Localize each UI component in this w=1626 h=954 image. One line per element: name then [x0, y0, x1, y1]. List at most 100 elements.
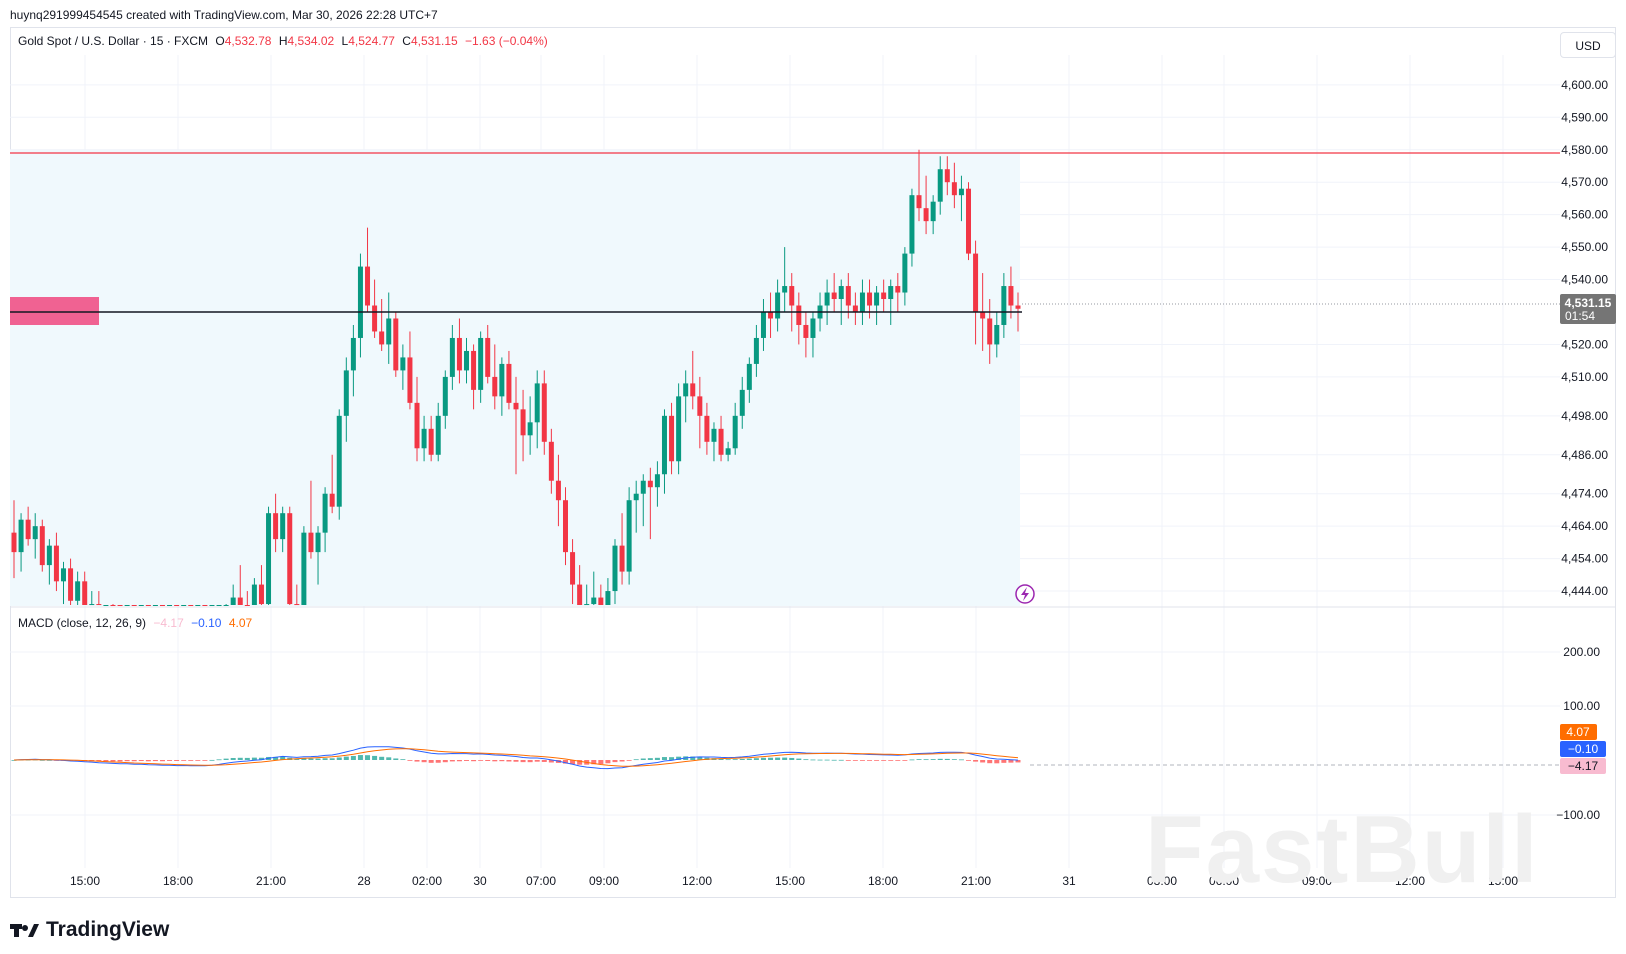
macd-histogram-bar	[944, 758, 950, 760]
candle	[725, 441, 731, 462]
price-tick-label: 4,520.00	[1561, 337, 1608, 351]
price-tick-label: 4,590.00	[1561, 110, 1608, 124]
macd-histogram-bar	[223, 758, 229, 760]
macd-histogram-bar	[329, 758, 335, 760]
macd-histogram-bar	[209, 759, 215, 761]
macd-histogram-bar	[831, 759, 837, 761]
candle	[902, 247, 908, 306]
candle	[562, 487, 568, 566]
macd-histogram-bar	[640, 758, 646, 760]
candle	[570, 539, 576, 605]
high-label: H	[278, 34, 288, 48]
candle	[110, 604, 116, 606]
symbol-legend[interactable]: Gold Spot / U.S. Dollar · 15 · FXCM O4,5…	[18, 34, 548, 48]
candle	[407, 331, 413, 410]
macd-histogram-bar	[110, 760, 116, 762]
macd-signal-value: 4.07	[228, 616, 253, 630]
candle	[584, 584, 590, 606]
candle	[768, 292, 774, 338]
macd-histogram-bar	[958, 759, 964, 761]
candle	[39, 519, 45, 572]
candle	[46, 539, 52, 585]
price-tick-label: 4,570.00	[1561, 175, 1608, 189]
macd-histogram-bar	[46, 759, 52, 761]
macd-histogram-bar	[372, 755, 378, 760]
candle	[669, 402, 675, 475]
candle	[301, 526, 307, 605]
macd-histogram-bar	[308, 758, 314, 760]
macd-histogram-bar	[159, 760, 165, 762]
macd-histogram-bar	[131, 760, 137, 762]
candle	[852, 292, 858, 325]
macd-histogram-bar	[11, 760, 17, 761]
candle	[428, 415, 434, 462]
price-tick-label: 4,486.00	[1561, 448, 1608, 462]
macd-histogram-bar	[725, 759, 731, 761]
macd-histogram-bar	[188, 760, 194, 761]
macd-histogram-bar	[619, 760, 625, 762]
price-tick-label: 4,600.00	[1561, 78, 1608, 92]
macd-histogram-bar	[244, 757, 250, 760]
macd-histogram-bar	[195, 760, 201, 761]
tradingview-logo-icon	[10, 922, 40, 938]
macd-legend[interactable]: MACD (close, 12, 26, 9) −4.17 −0.10 4.07	[18, 616, 252, 630]
footer-brand[interactable]: TradingView	[10, 918, 169, 942]
candle	[690, 350, 696, 410]
signal-line	[13, 748, 1019, 767]
macd-histogram-bar	[315, 758, 321, 760]
macd-histogram-bar	[987, 760, 993, 764]
candle	[60, 561, 66, 605]
candle	[216, 605, 222, 606]
candle	[591, 571, 597, 605]
candle	[350, 324, 356, 397]
candle	[633, 480, 639, 533]
macd-tick-label: −100.00	[1556, 808, 1600, 822]
candle	[520, 389, 526, 462]
macd-histogram-bar	[449, 760, 455, 762]
macd-histogram-bar	[428, 760, 434, 763]
time-tick-label: 07:00	[526, 874, 556, 888]
candle	[966, 182, 972, 261]
candle	[845, 273, 851, 319]
candle	[75, 571, 81, 605]
macd-histogram-bar	[909, 759, 915, 761]
candle	[810, 312, 816, 358]
macd-histogram-bar	[167, 760, 173, 761]
time-tick-label: 03:00	[1147, 874, 1177, 888]
macd-histogram-bar	[732, 759, 738, 761]
time-tick-label: 12:00	[1395, 874, 1425, 888]
time-tick-label: 18:00	[163, 874, 193, 888]
candle	[230, 584, 236, 605]
macd-histogram-bar	[598, 760, 604, 764]
candle	[824, 279, 830, 325]
candle	[400, 344, 406, 390]
price-tick-label: 4,464.00	[1561, 519, 1608, 533]
macd-pane	[11, 746, 1021, 770]
macd-histogram-bar	[902, 760, 908, 761]
macd-histogram-bar	[548, 760, 554, 763]
time-tick-label: 15:00	[70, 874, 100, 888]
macd-histogram-bar	[881, 760, 887, 761]
macd-histogram-bar	[357, 755, 363, 760]
candle	[357, 253, 363, 358]
currency-button[interactable]: USD	[1560, 32, 1616, 58]
macd-histogram-bar	[775, 757, 781, 760]
candle	[287, 506, 293, 605]
candle	[640, 474, 646, 527]
macd-histogram-bar	[980, 760, 986, 763]
macd-histogram-value: −4.17	[153, 616, 184, 630]
macd-histogram-bar	[1008, 760, 1014, 763]
candle	[895, 273, 901, 312]
macd-badge-histogram: −4.17	[1568, 759, 1599, 773]
macd-histogram-bar	[117, 760, 123, 762]
candle	[103, 605, 109, 606]
candle	[471, 344, 477, 410]
open-value: 4,532.78	[224, 34, 272, 48]
candle	[760, 299, 766, 351]
macd-histogram-bar	[435, 760, 441, 763]
candle	[923, 175, 929, 235]
candle	[987, 299, 993, 364]
macd-histogram-bar	[562, 760, 568, 764]
lightning-icon[interactable]	[1015, 584, 1035, 604]
